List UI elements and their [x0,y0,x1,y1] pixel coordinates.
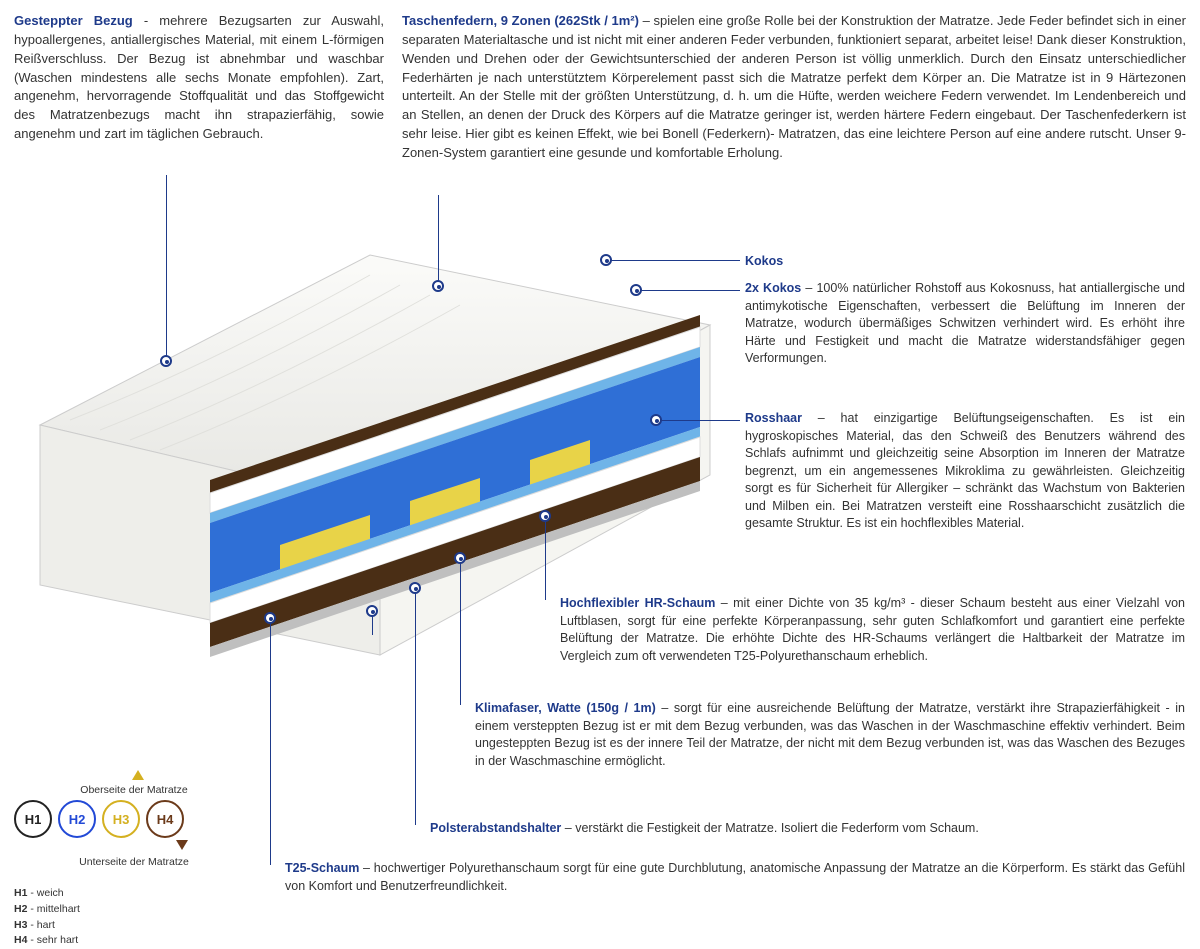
marker-dot-icon [454,552,466,564]
leader-line [460,560,461,705]
firmness-circle-h1: H1 [14,800,52,838]
firmness-legend: Oberseite der Matratze H1 H2 H3 H4 Unter… [14,770,254,949]
top-right-title: Taschenfedern, 9 Zonen (262Stk / 1m²) [402,13,639,28]
arrow-down-icon [176,840,188,850]
top-right-paragraph: Taschenfedern, 9 Zonen (262Stk / 1m²) – … [402,12,1186,163]
marker-dot-icon [409,582,421,594]
legend-bottom-label: Unterseite der Matratze [14,856,254,868]
top-right-body: spielen eine große Rolle bei der Konstru… [402,13,1186,160]
label-klima: Klimafaser, Watte (150g / 1m) – sorgt fü… [475,700,1185,770]
leader-line [166,175,167,360]
leader-line [438,195,439,285]
leader-line [640,290,740,291]
label-polster: Polsterabstandshalter – verstärkt die Fe… [430,820,1185,838]
leader-line [610,260,740,261]
firmness-circle-h2: H2 [58,800,96,838]
marker-dot-icon [432,280,444,292]
marker-dot-icon [160,355,172,367]
firmness-circle-h3: H3 [102,800,140,838]
legend-top-label: Oberseite der Matratze [14,784,254,796]
leader-line [372,615,373,635]
firmness-key-list: H1 - weich H2 - mittelhart H3 - hart H4 … [14,886,254,949]
marker-dot-icon [366,605,378,617]
leader-line [660,420,740,421]
marker-dot-icon [539,510,551,522]
top-left-paragraph: Gesteppter Bezug - mehrere Bezugsarten z… [14,12,384,163]
top-left-title: Gesteppter Bezug [14,13,133,28]
marker-dot-icon [264,612,276,624]
marker-dot-icon [630,284,642,296]
label-hr: Hochflexibler HR-Schaum – mit einer Dich… [560,595,1185,665]
arrow-up-icon [132,770,144,780]
label-rosshaar: Rosshaar – hat einzigartige Belüftungsei… [745,410,1185,533]
leader-line [415,590,416,825]
marker-dot-icon [600,254,612,266]
label-t25: T25-Schaum – hochwertiger Polyurethansch… [285,860,1185,895]
leader-line [545,520,546,600]
label-kokos: Kokos [745,253,825,271]
label-kokos2: 2x Kokos – 100% natürlicher Rohstoff aus… [745,280,1185,368]
top-left-body: mehrere Bezugsarten zur Auswahl, hypoall… [14,13,384,141]
marker-dot-icon [650,414,662,426]
firmness-circle-h4: H4 [146,800,184,838]
leader-line [270,620,271,865]
